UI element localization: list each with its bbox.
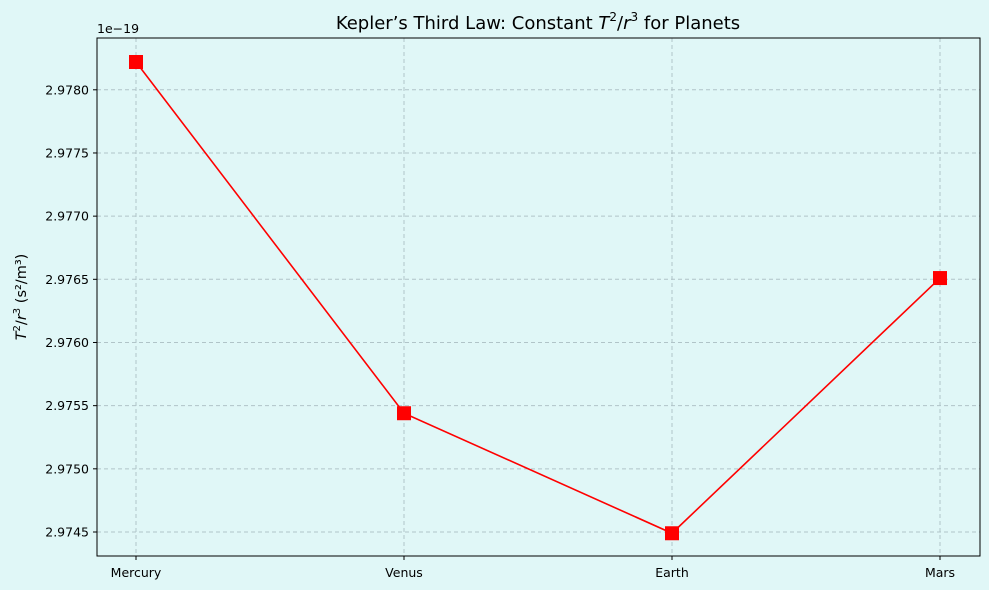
series-line xyxy=(135,61,941,535)
title-t-exp: 2 xyxy=(609,10,617,24)
ylabel-slash: / xyxy=(14,320,30,325)
title-slash: / xyxy=(617,13,624,34)
data-point-marker xyxy=(665,526,679,541)
title-r: r xyxy=(623,13,632,34)
y-tick-label: 2.9765 xyxy=(45,272,89,287)
data-point-marker xyxy=(397,406,411,421)
x-ticks: Mercury Venus Earth Mars xyxy=(111,556,955,580)
x-tick-label: Earth xyxy=(655,565,689,580)
ylabel-t-exp: 2 xyxy=(12,325,23,331)
plot-area xyxy=(97,38,980,556)
plot-frame xyxy=(96,37,981,557)
x-tick-label: Venus xyxy=(385,565,423,580)
x-tick-label: Mercury xyxy=(111,565,162,580)
ylabel-units: (s²/m³) xyxy=(14,254,30,308)
y-tick-label: 2.9745 xyxy=(45,524,89,539)
x-grid xyxy=(135,38,941,556)
x-tick-label: Mars xyxy=(925,565,955,580)
data-point-marker xyxy=(129,55,143,70)
ylabel-r-exp: 3 xyxy=(12,308,23,314)
y-axis-label: T2/r3 (s²/m³) xyxy=(12,254,30,341)
ylabel-t: T xyxy=(14,330,30,340)
title-prefix: Kepler’s Third Law: Constant xyxy=(336,13,599,34)
y-tick-label: 2.9750 xyxy=(45,461,89,476)
y-tick-label: 2.9760 xyxy=(45,335,89,350)
y-tick-label: 2.9775 xyxy=(45,145,89,160)
chart-title: Kepler’s Third Law: Constant T2/r3 for P… xyxy=(336,10,740,34)
y-ticks: 2.9745 2.9750 2.9755 2.9760 2.9765 2.9770 2.97… xyxy=(45,82,97,539)
title-t: T xyxy=(598,13,611,34)
series-group xyxy=(129,55,947,541)
y-tick-label: 2.9755 xyxy=(45,398,89,413)
data-point-marker xyxy=(933,271,947,286)
ylabel-r: r xyxy=(14,313,30,320)
y-tick-label: 2.9770 xyxy=(45,209,89,224)
y-grid xyxy=(97,89,980,533)
title-suffix: for Planets xyxy=(638,13,740,34)
title-r-exp: 3 xyxy=(631,10,639,24)
y-tick-label: 2.9780 xyxy=(45,82,89,97)
y-offset-label: 1e−19 xyxy=(97,21,139,36)
